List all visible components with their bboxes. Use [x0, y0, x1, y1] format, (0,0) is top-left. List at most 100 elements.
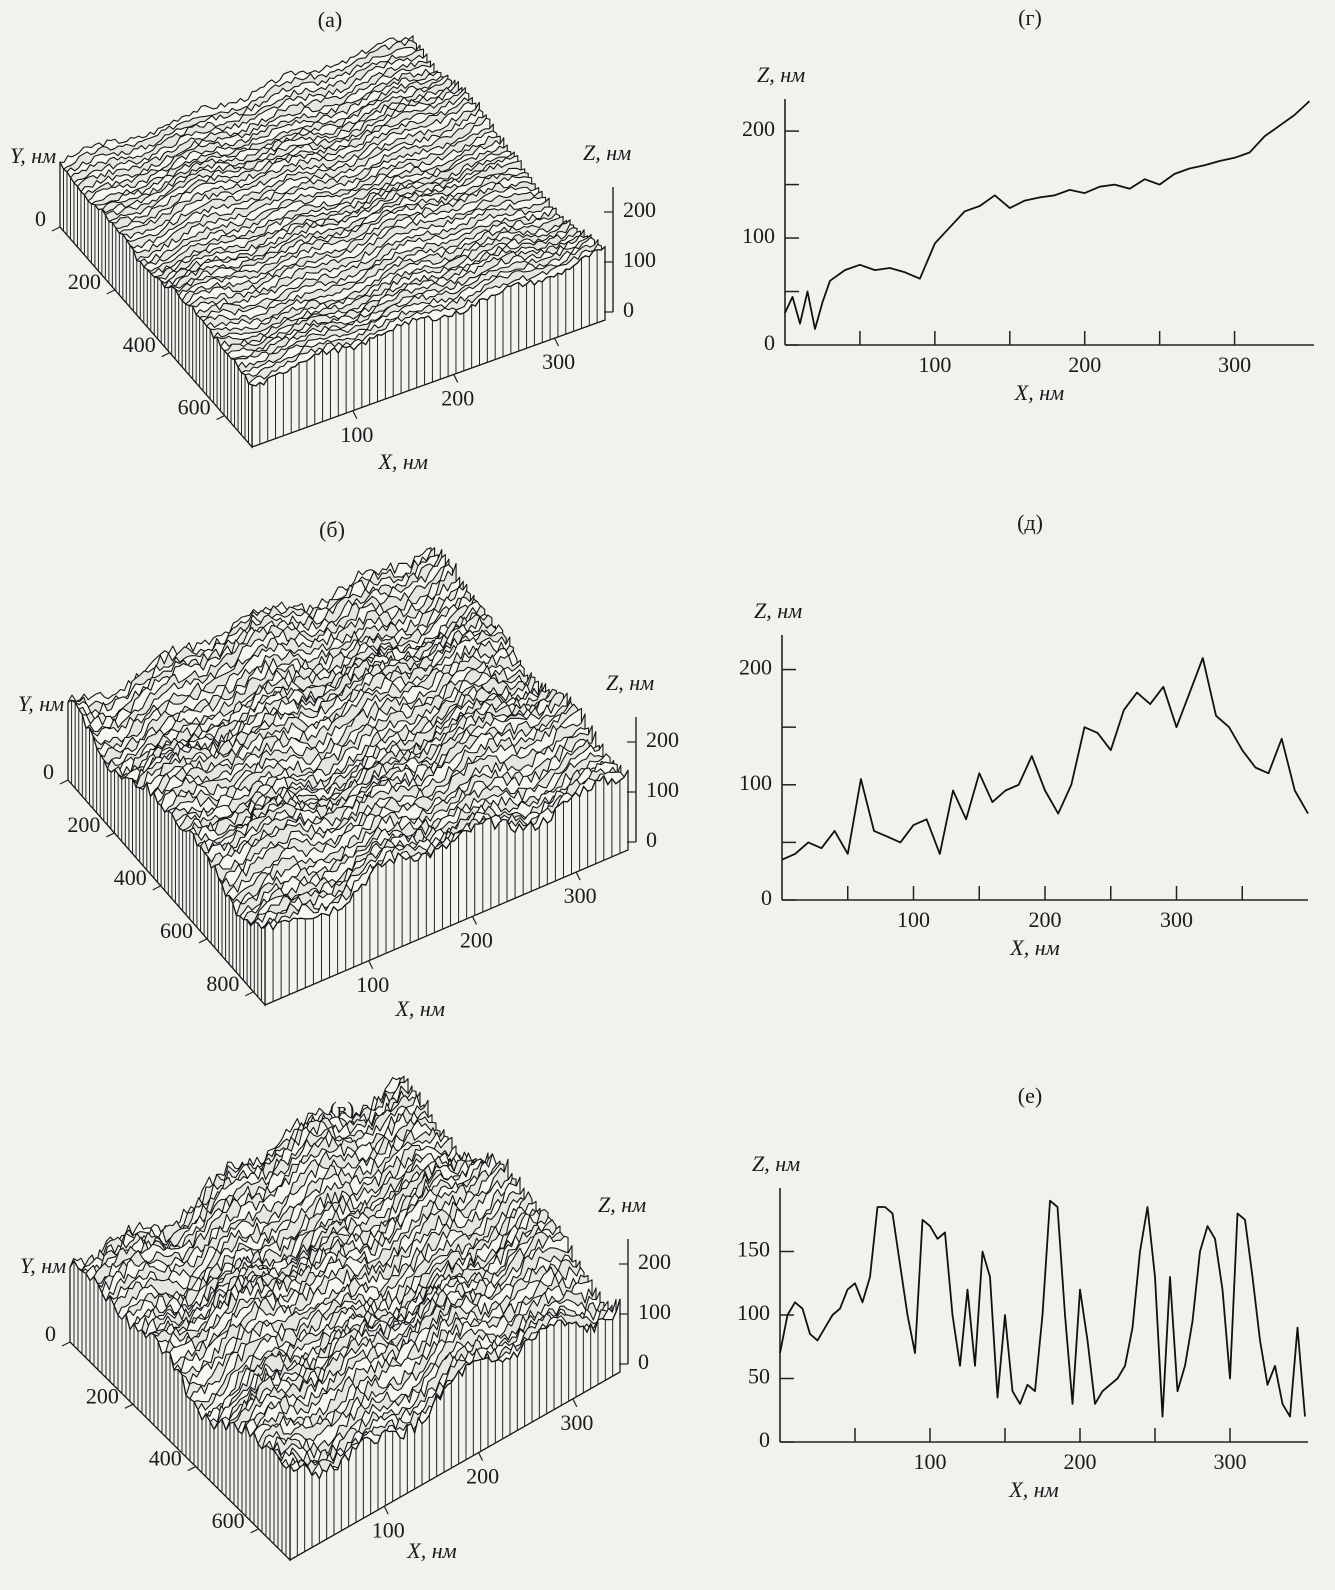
y-tick-label: 150 [737, 1237, 770, 1262]
x-tick [383, 1506, 389, 1515]
y-tick [124, 1403, 134, 1409]
x-tick-label: 300 [1160, 907, 1193, 932]
x-tick-label: 300 [560, 1410, 593, 1435]
y-tick-label: 400 [149, 1446, 182, 1471]
y-tick-label: 0 [761, 885, 772, 910]
y-tick-label: 400 [114, 865, 147, 890]
front-wall [264, 769, 629, 1006]
x-tick [368, 960, 374, 969]
x-tick [572, 1398, 578, 1408]
surface-panel [67, 547, 629, 1007]
z-tick-label: 200 [646, 727, 679, 752]
y-tick-label: 0 [43, 759, 54, 784]
x-axis-label: X, нм [394, 996, 444, 1021]
x-axis-label: X, нм [1008, 1477, 1058, 1502]
panel-label: (а) [318, 7, 342, 32]
x-tick-label: 100 [340, 422, 373, 447]
x-tick-label: 200 [466, 1464, 499, 1489]
y-tick [106, 289, 116, 295]
y-axis-label: Y, нм [10, 143, 56, 168]
surface-panel [59, 35, 606, 449]
y-tick [106, 832, 115, 838]
x-axis-label: X, нм [377, 449, 427, 474]
y-axis-label: Y, нм [18, 691, 64, 716]
z-tick-label: 200 [638, 1249, 671, 1274]
x-tick-label: 300 [542, 349, 575, 374]
x-tick-label: 300 [1218, 352, 1251, 377]
surface-panel [69, 1075, 621, 1562]
z-tick-label: 100 [623, 247, 656, 272]
y-tick [61, 1341, 71, 1347]
x-axis-label: X, нм [406, 1538, 456, 1563]
y-tick-label: 0 [764, 330, 775, 355]
z-tick-label: 0 [623, 297, 634, 322]
y-tick-label: 600 [178, 395, 211, 420]
x-tick-label: 100 [372, 1517, 405, 1542]
y-tick-label: 100 [737, 1300, 770, 1325]
x-tick-label: 100 [918, 352, 951, 377]
x-tick [478, 1452, 484, 1461]
x-tick-label: 100 [914, 1449, 947, 1474]
x-tick [352, 410, 358, 419]
y-tick-label: 100 [739, 770, 772, 795]
y-axis-label: Y, нм [20, 1253, 66, 1278]
y-tick-label: 200 [739, 655, 772, 680]
panel-label: (д) [1017, 510, 1043, 535]
profile-line [781, 657, 1309, 861]
z-tick-label: 100 [638, 1299, 671, 1324]
x-tick-label: 100 [897, 907, 930, 932]
x-tick-label: 200 [1029, 907, 1062, 932]
y-tick [187, 1466, 196, 1472]
y-tick-label: 0 [45, 1321, 56, 1346]
x-axis-label: X, нм [1009, 935, 1059, 960]
y-tick-label: 0 [35, 206, 46, 231]
y-tick [245, 991, 254, 997]
y-tick-label: 600 [160, 918, 193, 943]
y-tick-label: 50 [748, 1364, 770, 1389]
x-tick-label: 200 [441, 385, 474, 410]
y-tick [59, 779, 69, 785]
x-tick-label: 300 [1214, 1449, 1247, 1474]
y-tick [250, 1528, 259, 1534]
z-tick-label: 100 [646, 777, 679, 802]
y-tick [152, 885, 161, 891]
panel-label: (г) [1018, 5, 1042, 30]
x-axis-label: X, нм [1014, 380, 1064, 405]
y-axis-label: Z, нм [757, 62, 805, 87]
x-tick [471, 916, 477, 925]
y-axis-label: Z, нм [752, 1151, 800, 1176]
x-tick-label: 300 [564, 883, 597, 908]
front-wall [289, 1299, 621, 1562]
front-wall [251, 245, 606, 448]
y-tick-label: 400 [123, 332, 156, 357]
x-tick-label: 200 [1068, 352, 1101, 377]
x-tick [554, 337, 560, 347]
x-tick [575, 871, 581, 881]
profile-line [779, 1199, 1306, 1418]
y-tick-label: 100 [742, 223, 775, 248]
y-tick-label: 200 [67, 812, 100, 837]
y-tick [161, 352, 170, 358]
z-tick-label: 200 [623, 197, 656, 222]
profile-line [784, 100, 1311, 330]
y-tick-label: 200 [742, 116, 775, 141]
panel-label: (б) [319, 517, 345, 542]
x-tick-label: 200 [1064, 1449, 1097, 1474]
y-axis-label: Z, нм [754, 598, 802, 623]
x-tick-label: 100 [356, 972, 389, 997]
z-tick-label: 0 [638, 1349, 649, 1374]
z-axis-label: Z, нм [606, 670, 654, 695]
y-tick [51, 226, 61, 232]
y-tick-label: 0 [759, 1427, 770, 1452]
y-tick-label: 800 [206, 971, 239, 996]
z-axis-label: Z, нм [598, 1192, 646, 1217]
panel-label: (е) [1018, 1083, 1042, 1108]
z-axis-label: Z, нм [583, 140, 631, 165]
x-tick [453, 374, 459, 383]
y-tick-label: 200 [86, 1383, 119, 1408]
y-tick-label: 200 [68, 269, 101, 294]
z-tick-label: 0 [646, 827, 657, 852]
y-tick [216, 415, 225, 421]
x-tick-label: 200 [460, 927, 493, 952]
